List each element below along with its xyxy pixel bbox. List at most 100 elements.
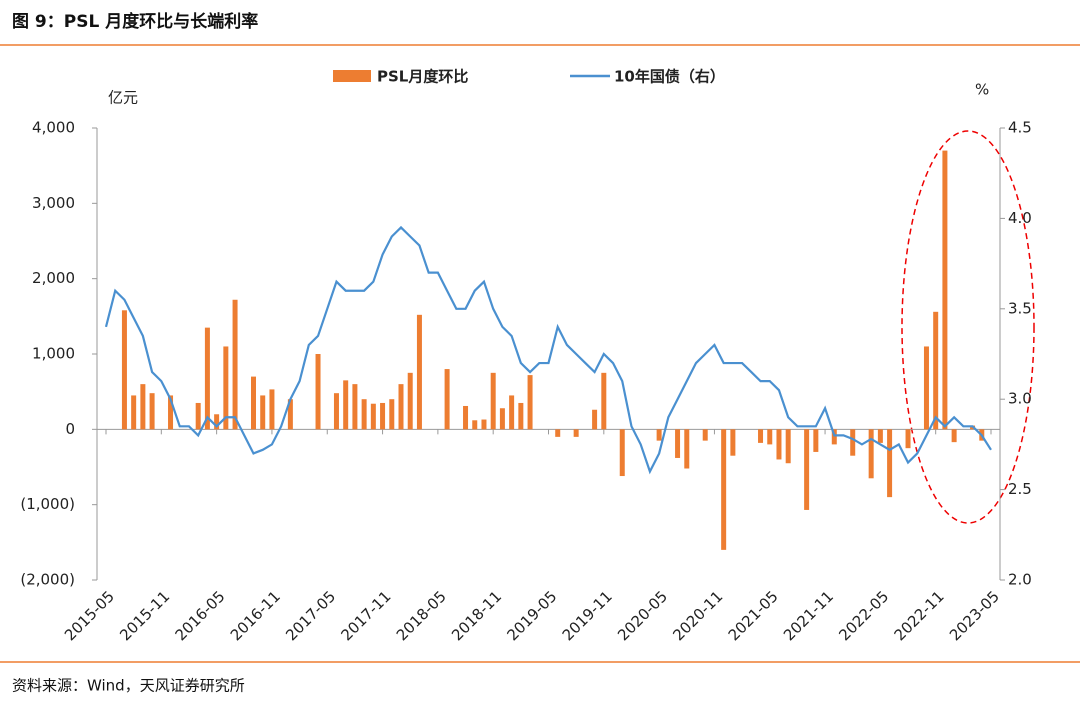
- bar: [905, 429, 911, 449]
- bar: [333, 393, 339, 430]
- bar: [887, 429, 893, 498]
- bar: [361, 399, 367, 430]
- bar: [721, 429, 727, 550]
- x-tick-label: 2018-05: [393, 587, 450, 644]
- y2-tick-label: 4.0: [1008, 209, 1032, 227]
- bar: [675, 429, 681, 458]
- bar: [260, 395, 266, 430]
- bar: [269, 389, 275, 430]
- bar: [232, 299, 238, 430]
- y2-tick-label: 3.5: [1008, 299, 1032, 317]
- x-tick-label: 2019-11: [559, 587, 616, 644]
- legend-label: 10年国债（右）: [614, 68, 725, 86]
- x-tick-label: 2016-05: [172, 587, 229, 644]
- x-tick-label: 2022-11: [891, 587, 948, 644]
- bar: [195, 402, 201, 430]
- figure-title: 图 9：PSL 月度环比与长端利率: [12, 11, 258, 32]
- y-tick-label: 3,000: [32, 194, 75, 212]
- y-tick-label: 2,000: [32, 269, 75, 287]
- bar: [767, 429, 773, 445]
- bar: [509, 395, 515, 430]
- bar: [758, 429, 764, 443]
- bar: [407, 372, 413, 430]
- bar: [214, 414, 220, 430]
- bar: [389, 399, 395, 430]
- bar: [131, 395, 137, 430]
- bar: [656, 429, 662, 441]
- x-tick-label: 2022-05: [835, 587, 892, 644]
- x-tick-label: 2019-05: [503, 587, 560, 644]
- bar: [831, 429, 837, 445]
- bar: [527, 375, 533, 430]
- bar: [555, 429, 561, 437]
- x-tick-label: 2020-05: [614, 587, 671, 644]
- y-axis-label: 亿元: [108, 89, 138, 107]
- y-tick-label: 4,000: [32, 119, 75, 137]
- bar: [702, 429, 708, 441]
- bar: [601, 372, 607, 430]
- x-tick-label: 2023-05: [946, 587, 1003, 644]
- y2-tick-label: 2.5: [1008, 480, 1032, 498]
- y2-tick-label: 2.0: [1008, 571, 1032, 589]
- x-tick-label: 2015-11: [116, 587, 173, 644]
- bar: [380, 402, 386, 430]
- bar: [923, 346, 929, 430]
- y-tick-label: 1,000: [32, 345, 75, 363]
- bar: [490, 372, 496, 430]
- y2-tick-label: 4.5: [1008, 119, 1032, 137]
- bar: [472, 420, 478, 430]
- x-tick-label: 2018-11: [448, 587, 505, 644]
- bar: [343, 380, 349, 430]
- y2-axis-label: %: [975, 81, 989, 99]
- bar: [481, 419, 487, 430]
- bar: [813, 429, 819, 452]
- bar: [776, 429, 782, 460]
- bar: [140, 384, 146, 430]
- bar: [121, 310, 127, 430]
- x-tick-label: 2021-11: [780, 587, 837, 644]
- bar: [444, 369, 450, 430]
- bar: [877, 429, 883, 443]
- bar: [942, 150, 948, 430]
- legend-label: PSL月度环比: [377, 68, 468, 86]
- bar: [518, 402, 524, 430]
- bar: [951, 429, 957, 443]
- x-tick-label: 2017-05: [282, 587, 339, 644]
- bar: [684, 429, 690, 469]
- bar: [315, 354, 321, 430]
- bar: [785, 429, 791, 464]
- x-tick-label: 2021-05: [725, 587, 782, 644]
- bar: [287, 399, 293, 430]
- y2-tick-label: 3.0: [1008, 390, 1032, 408]
- highlight-ellipse: [901, 130, 1035, 524]
- bar: [619, 429, 625, 477]
- bar: [933, 311, 939, 430]
- x-tick-label: 2020-11: [669, 587, 726, 644]
- line: [104, 225, 992, 475]
- bar: [730, 429, 736, 456]
- bar: [804, 429, 810, 510]
- bar: [416, 314, 422, 430]
- legend-swatch: [333, 70, 371, 82]
- x-tick-label: 2016-11: [227, 587, 284, 644]
- bar: [168, 395, 174, 430]
- bar: [223, 346, 229, 430]
- bar: [204, 327, 210, 430]
- bar: [868, 429, 874, 479]
- bar: [149, 393, 155, 430]
- bar: [370, 403, 376, 430]
- y-tick-label: (2,000): [20, 571, 75, 589]
- y-tick-label: 0: [65, 420, 75, 438]
- x-tick-label: 2017-11: [338, 587, 395, 644]
- bar: [251, 376, 256, 430]
- source: 资料来源：Wind，天风证券研究所: [12, 677, 245, 695]
- bar: [573, 429, 579, 437]
- x-tick-label: 2015-05: [61, 587, 118, 644]
- bar: [592, 409, 598, 430]
- bar: [850, 429, 856, 456]
- y-tick-label: (1,000): [20, 495, 75, 513]
- bar: [499, 408, 505, 430]
- bar: [352, 384, 358, 430]
